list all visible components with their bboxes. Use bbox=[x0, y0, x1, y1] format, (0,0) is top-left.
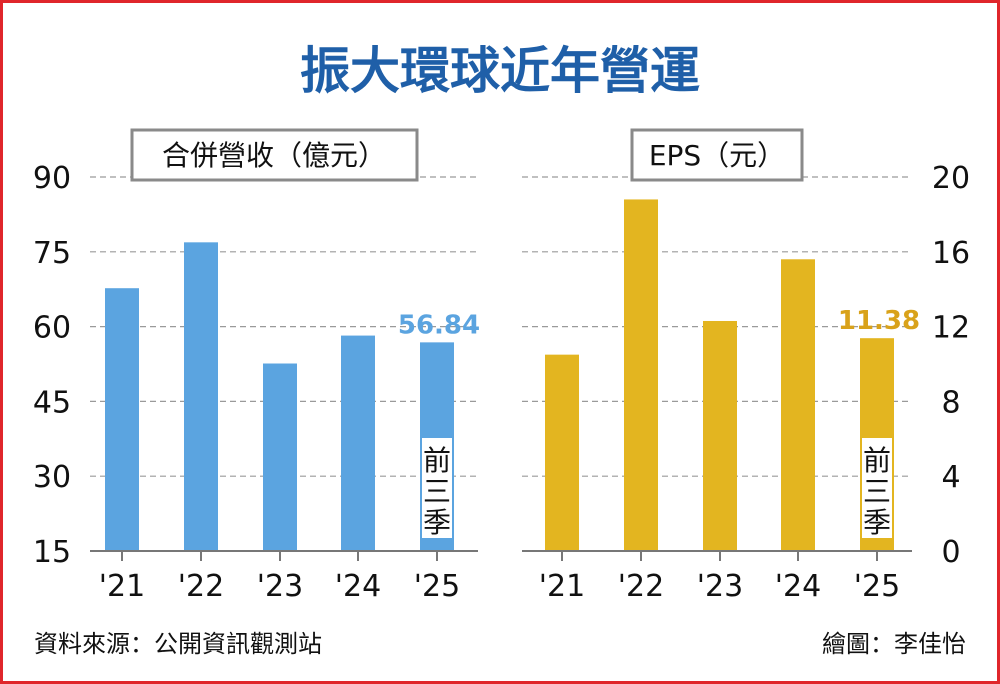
revenue-annotations: 56.84 前三季 bbox=[398, 310, 480, 539]
revenue-bar bbox=[184, 242, 218, 552]
revenue-note-char: 三 bbox=[423, 475, 451, 508]
revenue-y-tick-label: 90 bbox=[33, 161, 71, 196]
revenue-y-tick-label: 45 bbox=[33, 385, 71, 420]
credit-note: 繪圖：李佳怡 bbox=[822, 630, 966, 658]
revenue-x-tick-label: '21 bbox=[99, 569, 145, 604]
eps-y-tick-label: 8 bbox=[941, 385, 960, 420]
eps-bar bbox=[624, 199, 658, 551]
revenue-bar bbox=[341, 335, 375, 551]
eps-x-tick-label: '23 bbox=[697, 569, 743, 604]
revenue-bar bbox=[105, 288, 139, 551]
eps-y-tick-label: 12 bbox=[932, 311, 970, 346]
revenue-note-char: 前 bbox=[423, 444, 451, 477]
revenue-y-tick-label: 30 bbox=[33, 460, 71, 495]
revenue-y-tick-label: 75 bbox=[33, 236, 71, 271]
eps-value-label: 11.38 bbox=[838, 306, 920, 336]
revenue-x-tick-label: '24 bbox=[335, 569, 381, 604]
eps-bar bbox=[703, 320, 737, 551]
eps-chart-title: EPS（元） bbox=[649, 139, 785, 172]
eps-x-tick-label: '25 bbox=[854, 569, 900, 604]
eps-y-tick-label: 16 bbox=[932, 236, 970, 271]
eps-title-box bbox=[630, 128, 804, 182]
eps-x-tick-label: '21 bbox=[539, 569, 585, 604]
revenue-note-char: 季 bbox=[423, 506, 451, 539]
eps-y-ticks: 0 4 8 12 16 20 bbox=[932, 161, 970, 570]
revenue-note-box bbox=[422, 438, 452, 538]
revenue-y-tick-label: 60 bbox=[33, 311, 71, 346]
revenue-chart-title: 合併營收（億元） bbox=[162, 139, 386, 172]
revenue-x-ticks: '21 '22 '23 '24 '25 bbox=[99, 551, 460, 604]
eps-y-tick-label: 4 bbox=[941, 460, 960, 495]
revenue-bar bbox=[263, 363, 297, 551]
page-title: 振大環球近年營運 bbox=[300, 42, 700, 100]
eps-bar bbox=[781, 259, 815, 551]
revenue-title-box bbox=[130, 128, 419, 182]
eps-note-char: 前 bbox=[863, 444, 891, 477]
eps-bar bbox=[545, 354, 579, 551]
eps-annotations: 11.38 前三季 bbox=[838, 306, 920, 539]
revenue-y-ticks: 15 30 45 60 75 90 bbox=[33, 161, 71, 570]
revenue-x-tick-label: '25 bbox=[414, 569, 460, 604]
eps-x-ticks: '21 '22 '23 '24 '25 bbox=[539, 551, 900, 604]
eps-x-tick-label: '22 bbox=[618, 569, 664, 604]
revenue-value-label: 56.84 bbox=[398, 310, 480, 340]
eps-x-tick-label: '24 bbox=[775, 569, 821, 604]
revenue-bars bbox=[105, 242, 454, 552]
eps-note-box bbox=[862, 438, 892, 538]
eps-note-char: 季 bbox=[863, 506, 891, 539]
eps-y-tick-label: 0 bbox=[941, 535, 960, 570]
eps-y-tick-label: 20 bbox=[932, 161, 970, 196]
revenue-x-tick-label: '23 bbox=[257, 569, 303, 604]
source-note: 資料來源：公開資訊觀測站 bbox=[34, 630, 322, 658]
revenue-x-tick-label: '22 bbox=[178, 569, 224, 604]
eps-note-char: 三 bbox=[863, 475, 891, 508]
revenue-y-tick-label: 15 bbox=[33, 535, 71, 570]
